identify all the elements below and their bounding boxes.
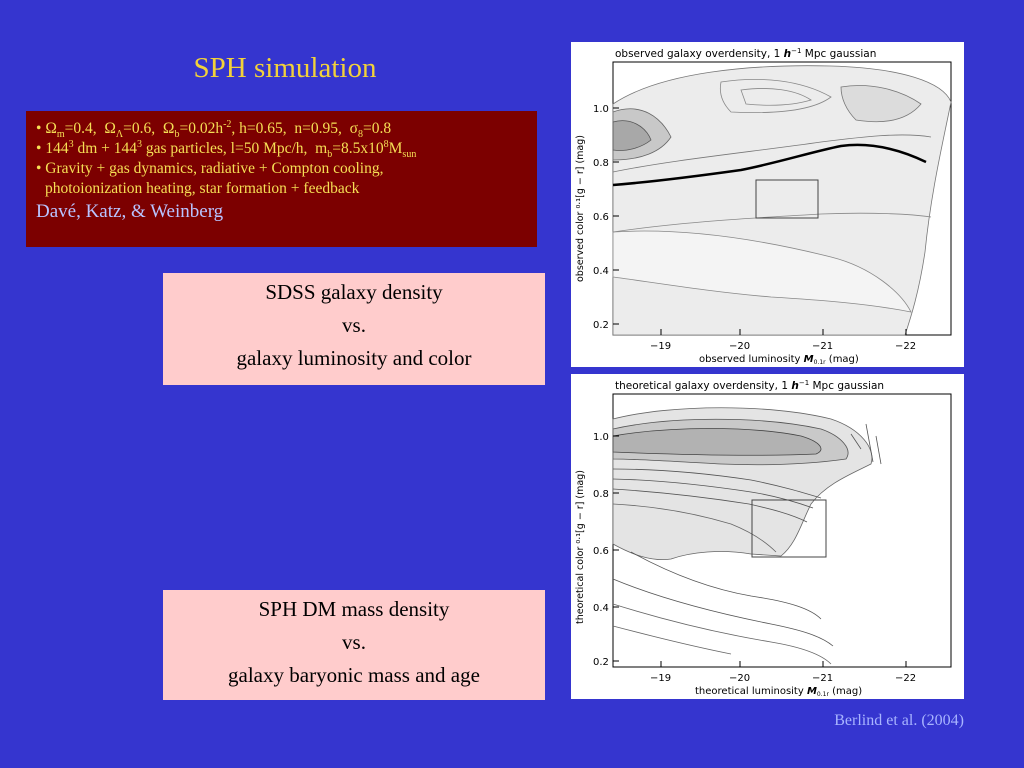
y-axis-ticks: 1.0 0.8 0.6 0.4 0.2 [593,432,619,668]
x-axis-label: observed luminosity M0.1r (mag) [699,354,859,366]
svg-text:1.0: 1.0 [593,432,609,443]
svg-text:0.8: 0.8 [593,158,609,169]
x-axis-label: theoretical luminosity M0.1r (mag) [695,686,862,698]
svg-text:0.6: 0.6 [593,546,609,557]
particles-parameters-line: • 1443 dm + 1443 gas particles, l=50 Mpc… [36,138,417,161]
svg-text:−21: −21 [812,673,833,684]
contour-region [612,407,882,665]
svg-text:−22: −22 [895,673,916,684]
physics-line-continued: photoionization heating, star formation … [45,180,360,197]
svg-text:0.2: 0.2 [593,657,609,668]
svg-text:0.8: 0.8 [593,489,609,500]
svg-text:−21: −21 [812,341,833,352]
theoretical-overdensity-plot: theoretical galaxy overdensity, 1 h−1 Mp… [571,374,964,699]
x-axis-ticks: −19 −20 −21 −22 [650,661,916,684]
plot-title: theoretical galaxy overdensity, 1 h−1 Mp… [615,379,884,392]
citation-credit: Berlind et al. (2004) [834,712,964,729]
sdss-description-box: SDSS galaxy density vs. galaxy luminosit… [163,273,545,385]
simulation-parameters-box: • Ωm=0.4, ΩΛ=0.6, Ωb=0.02h-2, h=0.65, n=… [26,111,537,247]
y-axis-label: theoretical color ⁰·¹[g − r] (mag) [575,470,586,624]
svg-text:0.4: 0.4 [593,603,609,614]
svg-text:−20: −20 [729,673,750,684]
x-axis-ticks: −19 −20 −21 −22 [650,329,916,352]
sph-description-box: SPH DM mass density vs. galaxy baryonic … [163,590,545,700]
observed-overdensity-plot: observed galaxy overdensity, 1 h−1 Mpc g… [571,42,964,367]
svg-text:−19: −19 [650,341,671,352]
svg-text:1.0: 1.0 [593,104,609,115]
slide-title: SPH simulation [193,52,377,84]
svg-text:0.2: 0.2 [593,320,609,331]
svg-text:−19: −19 [650,673,671,684]
svg-text:0.4: 0.4 [593,266,609,277]
authors: Davé, Katz, & Weinberg [36,201,224,222]
physics-line: • Gravity + gas dynamics, radiative + Co… [36,160,384,177]
svg-text:−20: −20 [729,341,750,352]
svg-text:−22: −22 [895,341,916,352]
svg-text:0.6: 0.6 [593,212,609,223]
y-axis-label: observed color ⁰·¹[g − r] (mag) [575,135,586,282]
plot-title: observed galaxy overdensity, 1 h−1 Mpc g… [615,47,876,60]
contour-region [612,65,952,336]
cosmology-parameters-line: • Ωm=0.4, ΩΛ=0.6, Ωb=0.02h-2, h=0.65, n=… [36,118,392,141]
y-axis-ticks: 1.0 0.8 0.6 0.4 0.2 [593,104,619,331]
